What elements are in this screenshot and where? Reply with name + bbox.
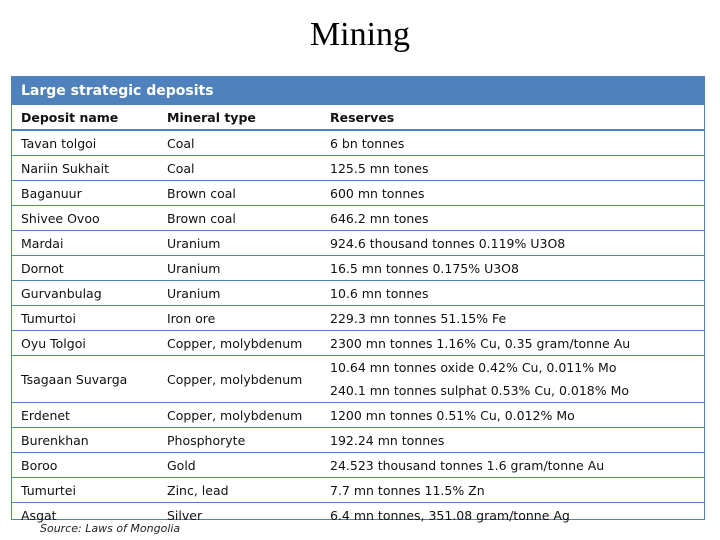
table-row: Dornot Uranium 16.5 mn tonnes 0.175% U3O8 <box>12 255 704 281</box>
deposit-name-cell: Tumurtei <box>21 482 76 498</box>
table-row: Mardai Uranium 924.6 thousand tonnes 0.119… <box>12 230 704 256</box>
reserves-line: 646.2 mn tones <box>330 210 429 226</box>
reserves-cell: 192.24 mn tonnes <box>321 428 704 453</box>
reserves-line: 229.3 mn tonnes 51.15% Fe <box>330 310 507 326</box>
reserves-line: 16.5 mn tonnes 0.175% U3O8 <box>330 260 519 276</box>
table-row: Nariin Sukhait Coal 125.5 mn tones <box>12 155 704 181</box>
reserves-cell: 600 mn tonnes <box>321 181 704 206</box>
reserves-line: 1200 mn tonnes 0.51% Cu, 0.012% Mo <box>330 407 575 423</box>
table-row: Gurvanbulag Uranium 10.6 mn tonnes <box>12 280 704 306</box>
mineral-type-cell: Brown coal <box>167 185 236 201</box>
mineral-type-cell: Copper, molybdenum <box>167 407 303 423</box>
mineral-type-cell: Zinc, lead <box>167 482 229 498</box>
reserves-cell: 10.64 mn tonnes oxide 0.42% Cu, 0.011% M… <box>321 356 704 403</box>
deposit-name-cell: Oyu Tolgoi <box>21 335 86 351</box>
column-header-deposit-name: Deposit name <box>21 109 119 125</box>
deposit-name-cell: Tavan tolgoi <box>21 135 97 151</box>
table-row: Tumurtei Zinc, lead 7.7 mn tonnes 11.5% Zn <box>12 477 704 503</box>
table-body: Tavan tolgoi Coal 6 bn tonnes Nariin Sukhai… <box>12 130 704 527</box>
reserves-cell: 6 bn tonnes <box>321 130 704 156</box>
table-row: Tavan tolgoi Coal 6 bn tonnes <box>12 130 704 156</box>
mineral-type-cell: Phosphoryte <box>167 432 246 448</box>
mineral-type-cell: Iron ore <box>167 310 216 326</box>
page-title: Mining <box>309 16 411 53</box>
reserves-line: 10.6 mn tonnes <box>330 285 429 301</box>
reserves-line: 24.523 thousand tonnes 1.6 gram/tonne Au <box>330 457 605 473</box>
deposit-name-cell: Asgat <box>21 507 57 523</box>
mineral-type-cell: Coal <box>167 160 195 176</box>
mineral-type-cell: Uranium <box>167 285 221 301</box>
reserves-cell: 2300 mn tonnes 1.16% Cu, 0.35 gram/tonne… <box>321 331 704 356</box>
reserves-line: 192.24 mn tonnes <box>330 432 445 448</box>
column-header-reserves: Reserves <box>330 109 395 125</box>
column-header-mineral-type: Mineral type <box>167 109 256 125</box>
reserves-cell: 6.4 mn tonnes, 351.08 gram/tonne Ag <box>321 503 704 528</box>
deposit-name-cell: Gurvanbulag <box>21 285 102 301</box>
table-row: Burenkhan Phosphoryte 192.24 mn tonnes <box>12 427 704 453</box>
deposit-name-cell: Shivee Ovoo <box>21 210 100 226</box>
reserves-cell: 10.6 mn tonnes <box>321 281 704 306</box>
reserves-cell: 125.5 mn tones <box>321 156 704 181</box>
reserves-cell: 7.7 mn tonnes 11.5% Zn <box>321 478 704 503</box>
deposit-name-cell: Baganuur <box>21 185 82 201</box>
table-caption: Large strategic deposits <box>12 77 704 105</box>
deposit-name-cell: Tsagaan Suvarga <box>21 371 128 387</box>
table-row: Baganuur Brown coal 600 mn tonnes <box>12 180 704 206</box>
reserves-line: 240.1 mn tonnes sulphat 0.53% Cu, 0.018%… <box>330 383 630 398</box>
reserves-line: 924.6 thousand tonnes 0.119% U3O8 <box>330 235 566 251</box>
deposit-name-cell: Dornot <box>21 260 64 276</box>
deposit-name-cell: Burenkhan <box>21 432 89 448</box>
mineral-type-cell: Coal <box>167 135 195 151</box>
mineral-type-cell: Uranium <box>167 260 221 276</box>
reserves-cell: 646.2 mn tones <box>321 206 704 231</box>
table-row: Shivee Ovoo Brown coal 646.2 mn tones <box>12 205 704 231</box>
table-row: Erdenet Copper, molybdenum 1200 mn tonnes … <box>12 402 704 428</box>
reserves-line: 6 bn tonnes <box>330 135 405 151</box>
reserves-line: 10.64 mn tonnes oxide 0.42% Cu, 0.011% M… <box>330 360 617 375</box>
table-header-row: Deposit name Mineral type Reserves <box>12 105 704 130</box>
reserves-line: 6.4 mn tonnes, 351.08 gram/tonne Ag <box>330 507 570 523</box>
table-row: Asgat Silver 6.4 mn tonnes, 351.08 gram/to… <box>12 502 704 528</box>
reserves-cell: 924.6 thousand tonnes 0.119% U3O8 <box>321 231 704 256</box>
mineral-type-cell: Uranium <box>167 235 221 251</box>
table-row: Tsagaan Suvarga Copper, molybdenum 10.64 m… <box>12 355 704 403</box>
table-row: Tumurtoi Iron ore 229.3 mn tonnes 51.15% F… <box>12 305 704 331</box>
mineral-type-cell: Copper, molybdenum <box>167 335 303 351</box>
table-row: Oyu Tolgoi Copper, molybdenum 2300 mn tonn… <box>12 330 704 356</box>
reserves-line: 7.7 mn tonnes 11.5% Zn <box>330 482 485 498</box>
reserves-line: 2300 mn tonnes 1.16% Cu, 0.35 gram/tonne… <box>330 335 631 351</box>
deposit-name-cell: Erdenet <box>21 407 70 423</box>
source-note: Source: Laws of Mongolia <box>40 522 181 535</box>
reserves-line: 125.5 mn tones <box>330 160 429 176</box>
mineral-type-cell: Copper, molybdenum <box>167 371 303 387</box>
table-row: Boroo Gold 24.523 thousand tonnes 1.6 gram… <box>12 452 704 478</box>
deposits-table-frame: Large strategic deposits Deposit name Mi… <box>11 76 705 523</box>
reserves-cell: 16.5 mn tonnes 0.175% U3O8 <box>321 256 704 281</box>
mineral-type-cell: Gold <box>167 457 196 473</box>
mineral-type-cell: Silver <box>167 507 203 523</box>
reserves-cell: 229.3 mn tonnes 51.15% Fe <box>321 306 704 331</box>
mineral-type-cell: Brown coal <box>167 210 236 226</box>
reserves-cell: 24.523 thousand tonnes 1.6 gram/tonne Au <box>321 453 704 478</box>
deposit-name-cell: Mardai <box>21 235 64 251</box>
deposit-name-cell: Boroo <box>21 457 58 473</box>
deposit-name-cell: Nariin Sukhait <box>21 160 110 176</box>
reserves-cell: 1200 mn tonnes 0.51% Cu, 0.012% Mo <box>321 403 704 428</box>
deposit-name-cell: Tumurtoi <box>21 310 76 326</box>
reserves-line: 600 mn tonnes <box>330 185 425 201</box>
deposits-table: Deposit name Mineral type Reserves Tavan… <box>12 105 704 527</box>
